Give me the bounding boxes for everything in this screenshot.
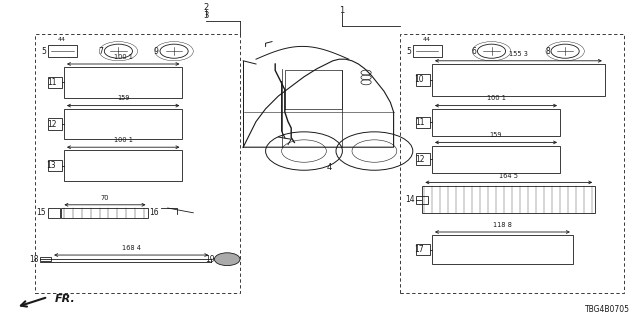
Bar [48, 118, 62, 130]
Bar [64, 67, 182, 98]
Text: 100 1: 100 1 [114, 54, 132, 60]
Bar [64, 109, 182, 139]
Text: 15: 15 [36, 208, 46, 217]
Text: 155 3: 155 3 [509, 51, 528, 57]
Bar [416, 153, 430, 165]
Text: 12: 12 [47, 119, 56, 129]
Bar [48, 77, 62, 88]
Text: 70: 70 [100, 195, 109, 201]
Text: 44: 44 [58, 37, 66, 42]
Text: 164 5: 164 5 [499, 172, 518, 179]
Text: 4: 4 [326, 164, 332, 172]
Text: 19: 19 [205, 255, 214, 264]
Text: 159: 159 [490, 132, 502, 138]
Text: 118 8: 118 8 [493, 222, 512, 228]
Circle shape [214, 253, 240, 266]
Bar [48, 208, 60, 218]
Text: 3: 3 [204, 12, 209, 20]
Text: 8: 8 [546, 47, 550, 56]
Text: 17: 17 [415, 245, 424, 254]
Text: 16: 16 [149, 208, 159, 217]
Bar [48, 160, 62, 172]
Text: 6: 6 [472, 47, 477, 56]
Text: 1: 1 [339, 6, 344, 15]
Text: 7: 7 [99, 47, 104, 56]
Text: TBG4B0705: TBG4B0705 [586, 305, 630, 314]
Bar [400, 34, 624, 293]
Bar [35, 34, 240, 293]
Text: 18: 18 [29, 255, 38, 264]
Bar [422, 186, 595, 213]
Bar [64, 150, 182, 181]
Text: 9: 9 [154, 47, 159, 56]
Bar [432, 64, 605, 96]
Text: 100 1: 100 1 [486, 95, 506, 101]
Text: FR.: FR. [54, 294, 75, 304]
Bar [432, 235, 573, 264]
Bar [40, 257, 51, 261]
Bar [416, 74, 430, 86]
Text: 5: 5 [41, 47, 46, 56]
Text: 11: 11 [47, 78, 56, 87]
Bar [432, 146, 560, 173]
Bar [416, 244, 430, 255]
Text: 44: 44 [423, 37, 431, 42]
Text: 13: 13 [47, 161, 56, 170]
Bar [61, 208, 148, 218]
Text: 10: 10 [415, 76, 424, 84]
Text: 168 4: 168 4 [122, 245, 141, 251]
Bar [413, 45, 442, 57]
Text: 5: 5 [406, 47, 411, 56]
Text: 11: 11 [415, 118, 424, 127]
Text: 14: 14 [405, 196, 415, 204]
Text: 100 1: 100 1 [114, 137, 132, 143]
Bar [48, 45, 77, 57]
Bar [416, 196, 428, 204]
Text: 12: 12 [415, 155, 424, 164]
Bar [432, 109, 560, 136]
Bar [416, 117, 430, 128]
Text: 2: 2 [204, 4, 209, 12]
Text: 159: 159 [117, 95, 129, 101]
